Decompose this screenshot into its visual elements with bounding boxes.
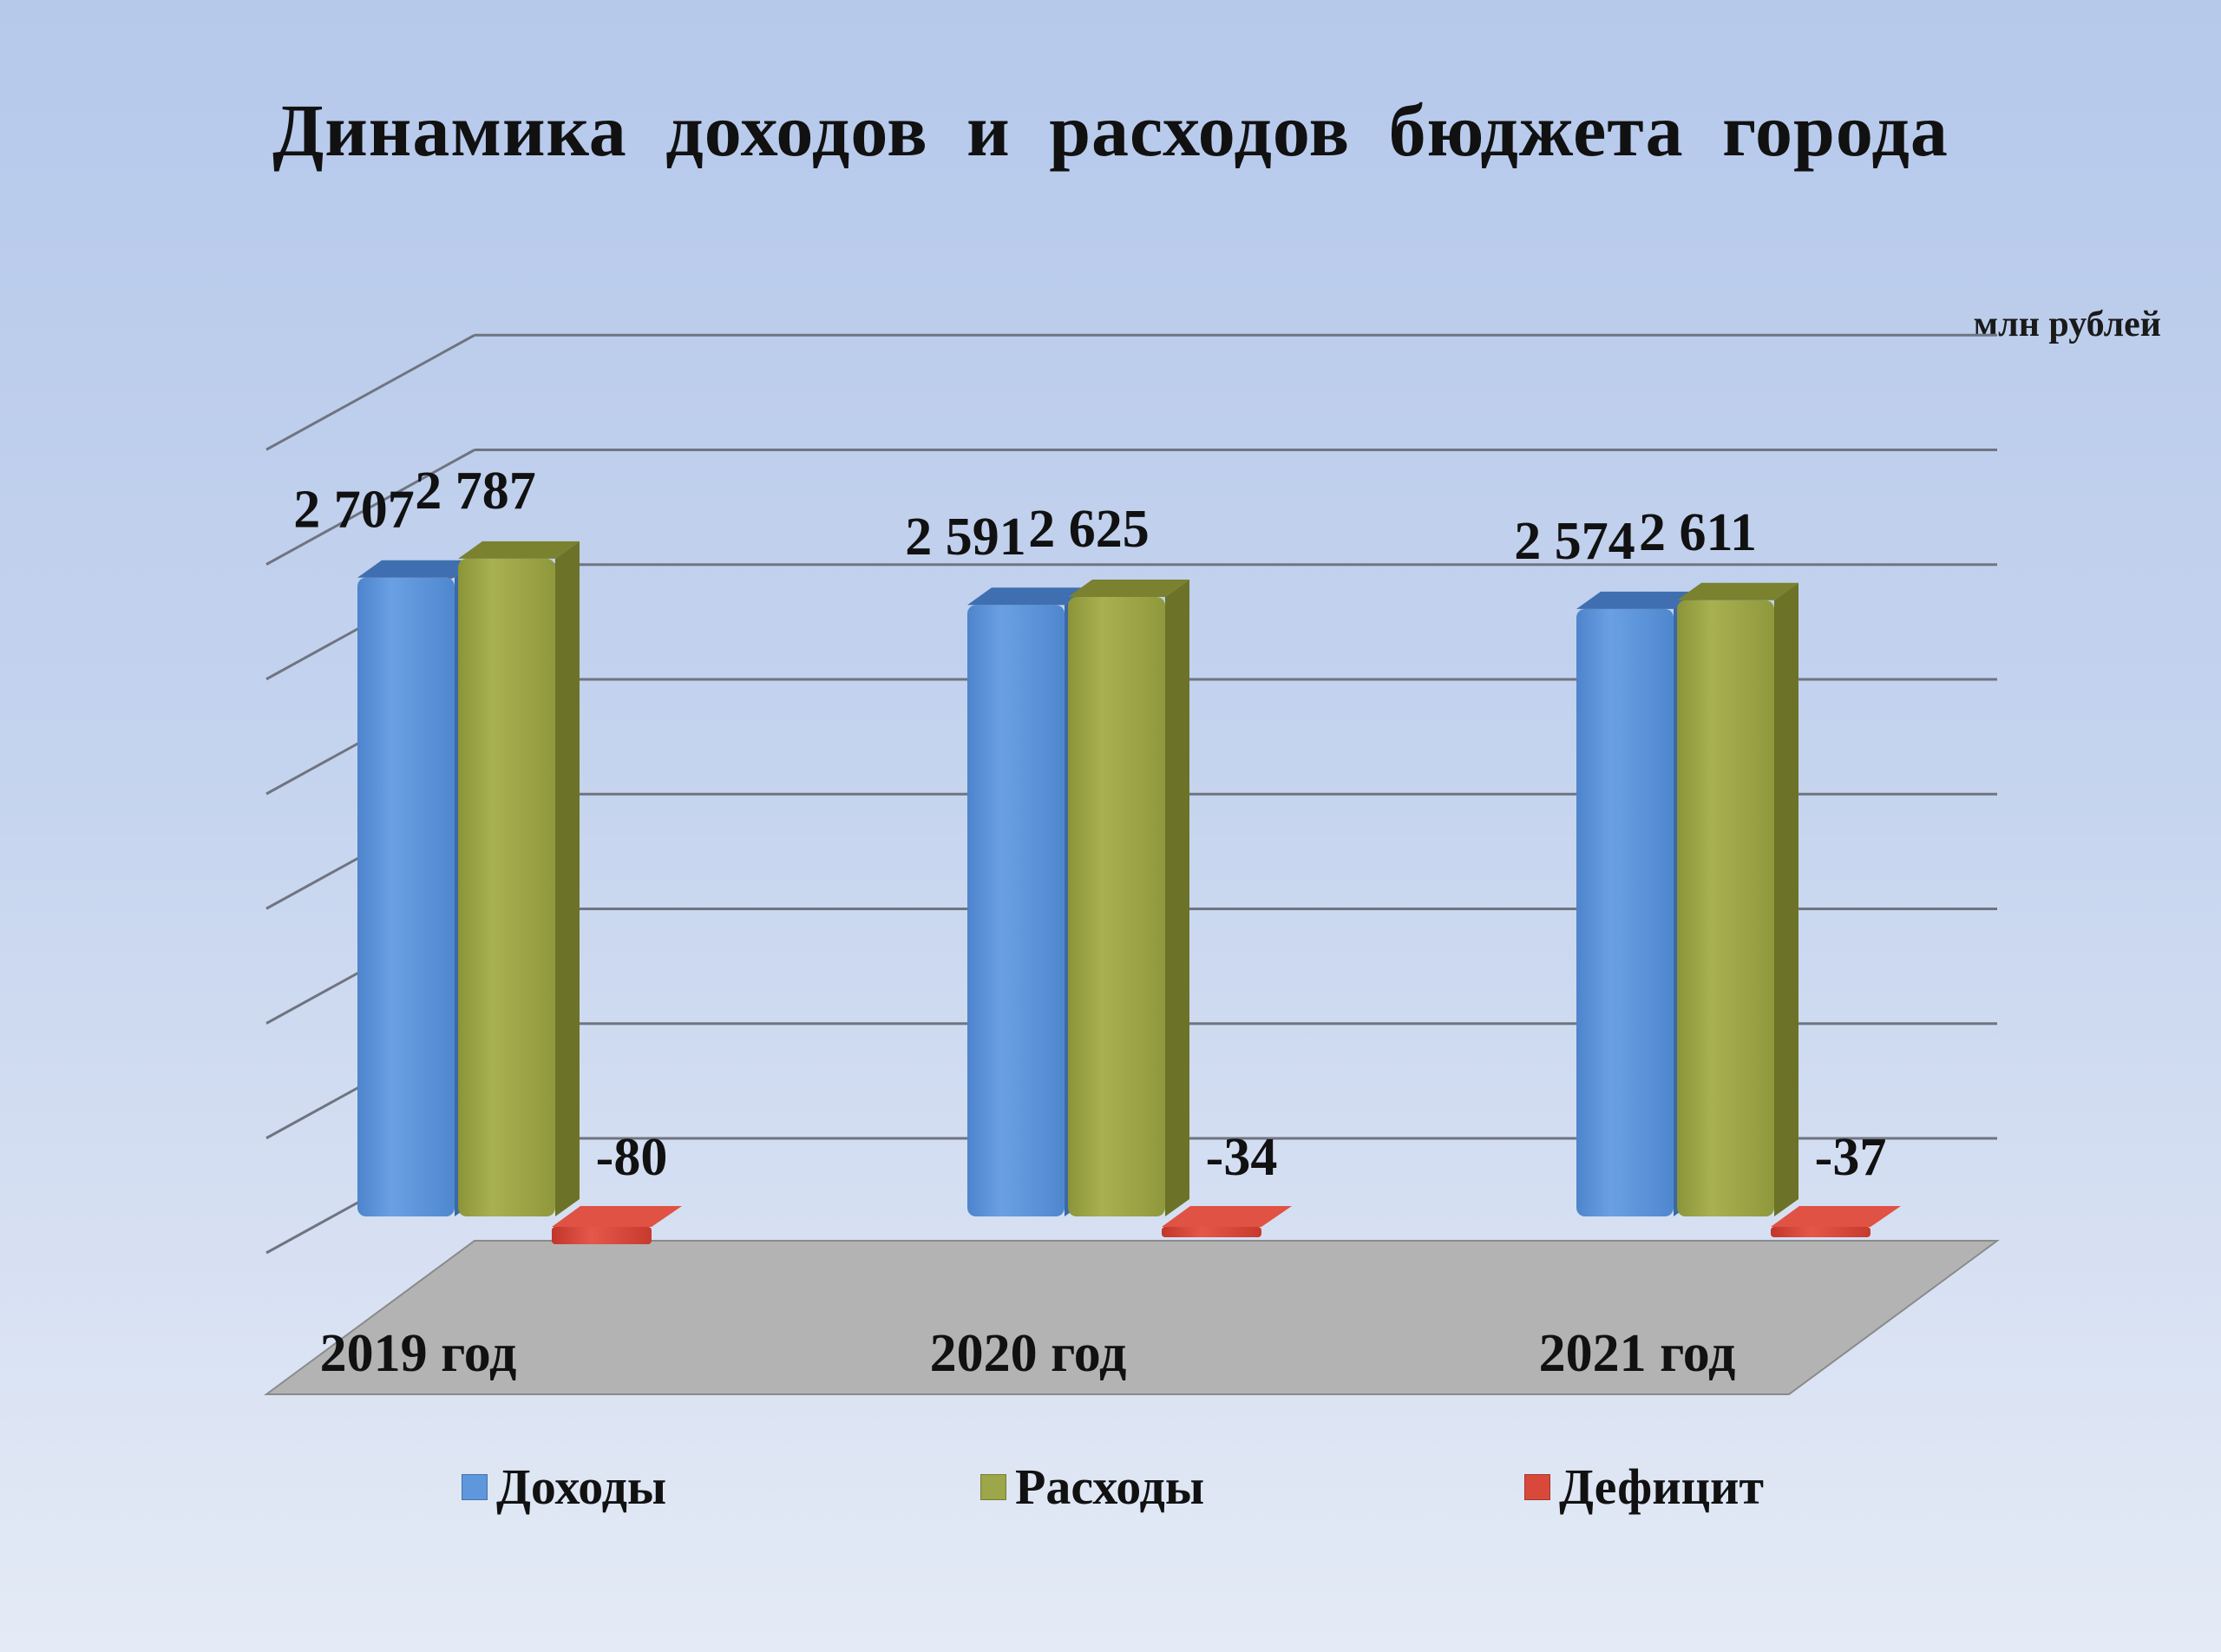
bar-top-income (967, 587, 1089, 606)
category-labels-layer: 2019 год 2020 год 2021 год (320, 1324, 1736, 1383)
bar-deficit (552, 1227, 652, 1244)
data-label-deficit: -34 (1206, 1128, 1278, 1187)
floor-plane (263, 1240, 2001, 1395)
bar-top-income (357, 560, 479, 578)
chart-floor (263, 1240, 2001, 1395)
bar-income (967, 605, 1065, 1216)
legend-label-income: Доходы (496, 1459, 667, 1515)
bar-expense (1677, 600, 1774, 1216)
chart-title: Динамика доходов и расходов бюджета горо… (272, 88, 1949, 172)
data-label-expense: 2 625 (1028, 500, 1150, 559)
bar-top-expense (458, 541, 580, 559)
data-label-income: 2 591 (905, 508, 1026, 567)
data-label-income: 2 707 (293, 481, 415, 540)
category-label: 2021 год (1539, 1324, 1736, 1383)
data-label-income: 2 574 (1514, 512, 1635, 571)
legend-label-expense: Расходы (1015, 1459, 1205, 1515)
category-label: 2019 год (320, 1324, 517, 1383)
bar-side-expense (1165, 580, 1189, 1216)
data-label-deficit: -37 (1815, 1128, 1887, 1187)
bars-layer (357, 541, 1901, 1244)
units-label: млн рублей (1973, 305, 2161, 344)
bar-side-expense (555, 541, 580, 1216)
bar-side-expense (1774, 582, 1798, 1216)
legend-label-deficit: Дефицит (1559, 1459, 1764, 1515)
legend-item-deficit: Дефицит (1524, 1458, 1764, 1516)
bar-top-expense (1677, 582, 1798, 600)
blue-cube-icon (462, 1473, 488, 1500)
gridline-side (265, 449, 475, 566)
data-labels-layer: 2 707 2 787 -80 2 591 2 625 -34 2 574 2 611 -37 (293, 462, 1886, 1187)
category-label: 2020 год (930, 1324, 1127, 1383)
bar-income (357, 577, 455, 1216)
gridline-side (265, 333, 475, 451)
bar-top-income (1576, 591, 1698, 609)
data-label-expense: 2 787 (415, 462, 536, 521)
bar-expense (1068, 597, 1165, 1216)
bar-deficit (1162, 1227, 1261, 1237)
legend-item-income: Доходы (462, 1458, 666, 1516)
olive-cube-icon (980, 1473, 1006, 1500)
bar-top-expense (1068, 580, 1189, 597)
bar-top-deficit (552, 1206, 682, 1227)
bar-top-deficit (1771, 1206, 1901, 1227)
bar-expense (458, 558, 555, 1216)
bar-top-deficit (1162, 1206, 1292, 1227)
data-label-deficit: -80 (596, 1128, 668, 1187)
red-cube-icon (1524, 1473, 1550, 1500)
data-label-expense: 2 611 (1639, 503, 1757, 562)
bar-income (1576, 608, 1674, 1216)
bar-deficit (1771, 1227, 1870, 1237)
legend-item-expense: Расходы (980, 1458, 1204, 1516)
